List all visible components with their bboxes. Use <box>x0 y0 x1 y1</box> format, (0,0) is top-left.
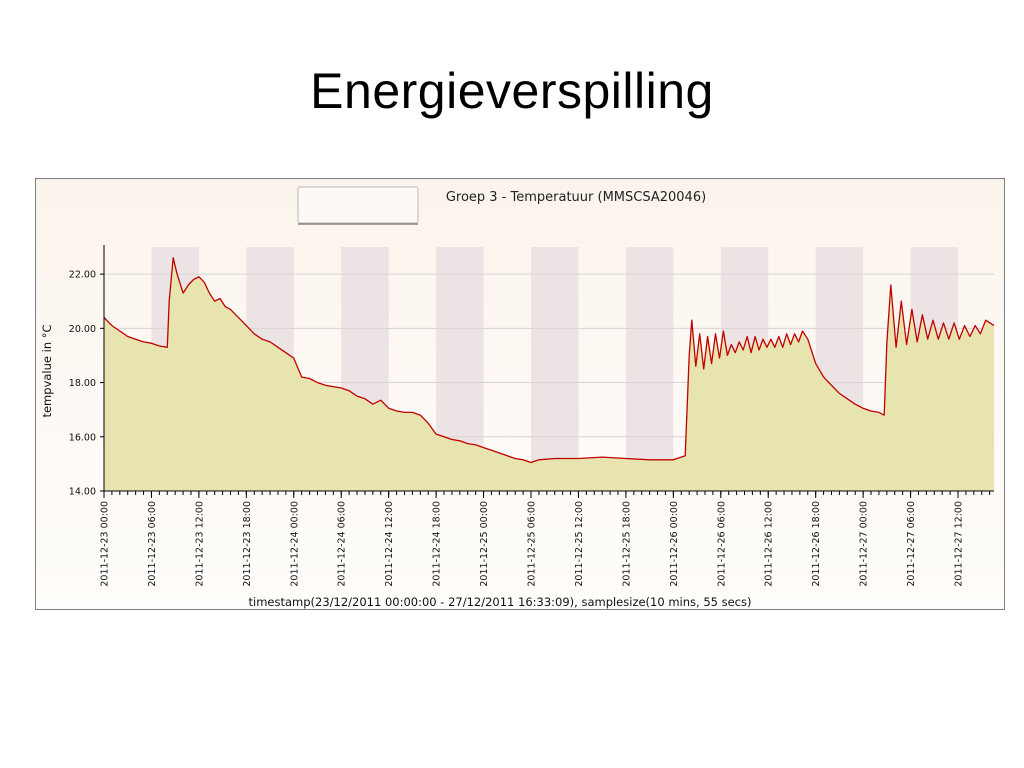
x-tick-label: 2011-12-24 06:00 <box>337 501 348 587</box>
x-tick-label: 2011-12-25 00:00 <box>479 501 490 587</box>
series-area <box>104 257 994 491</box>
x-tick-label: 2011-12-24 18:00 <box>432 501 443 587</box>
series-layer <box>103 257 995 491</box>
chart-frame: 14.00 16.00 18.00 20.00 22.00 2011-12-23 00:0… <box>35 178 1005 610</box>
axes <box>100 245 994 498</box>
x-tick-label: 2011-12-24 00:00 <box>289 501 300 587</box>
x-tick-label: 2011-12-26 00:00 <box>669 501 680 587</box>
x-tick-label: 2011-12-25 06:00 <box>527 501 538 587</box>
x-tick-label: 2011-12-23 00:00 <box>100 501 111 587</box>
series-line <box>103 257 995 464</box>
labels: 14.00 16.00 18.00 20.00 22.00 2011-12-23 00:0… <box>69 270 965 587</box>
slide-title: Energieverspilling <box>310 63 714 119</box>
x-tick-label: 2011-12-26 12:00 <box>764 501 775 587</box>
y-tick-label: 16.00 <box>69 432 96 443</box>
y-tick-label: 20.00 <box>69 324 96 335</box>
night-band <box>531 247 579 491</box>
x-tick-label: 2011-12-27 12:00 <box>954 501 965 587</box>
legend-box <box>297 186 419 224</box>
y-axis-label: tempvalue in °C <box>40 324 54 417</box>
night-band <box>625 247 674 491</box>
x-tick-label: 2011-12-25 18:00 <box>621 501 632 587</box>
chart-title: Groep 3 - Temperatuur (MMSCSA20046) <box>446 190 706 205</box>
x-tick-label: 2011-12-23 12:00 <box>194 501 205 587</box>
x-tick-label: 2011-12-26 18:00 <box>811 501 822 587</box>
x-tick-label: 2011-12-27 00:00 <box>859 501 870 587</box>
x-tick-label: 2011-12-25 12:00 <box>574 501 585 587</box>
x-tick-label: 2011-12-24 12:00 <box>384 501 395 587</box>
y-tick-label: 18.00 <box>69 378 96 389</box>
y-tick-label: 22.00 <box>69 270 96 281</box>
temperature-chart: 14.00 16.00 18.00 20.00 22.00 2011-12-23 00:0… <box>36 179 1004 609</box>
y-tick-label: 14.00 <box>69 487 96 498</box>
x-tick-label: 2011-12-23 18:00 <box>242 501 253 587</box>
x-tick-label: 2011-12-27 06:00 <box>906 501 917 587</box>
x-axis-label: timestamp(23/12/2011 00:00:00 - 27/12/20… <box>249 595 752 609</box>
x-tick-label: 2011-12-23 06:00 <box>147 501 158 587</box>
x-tick-label: 2011-12-26 06:00 <box>716 501 727 587</box>
